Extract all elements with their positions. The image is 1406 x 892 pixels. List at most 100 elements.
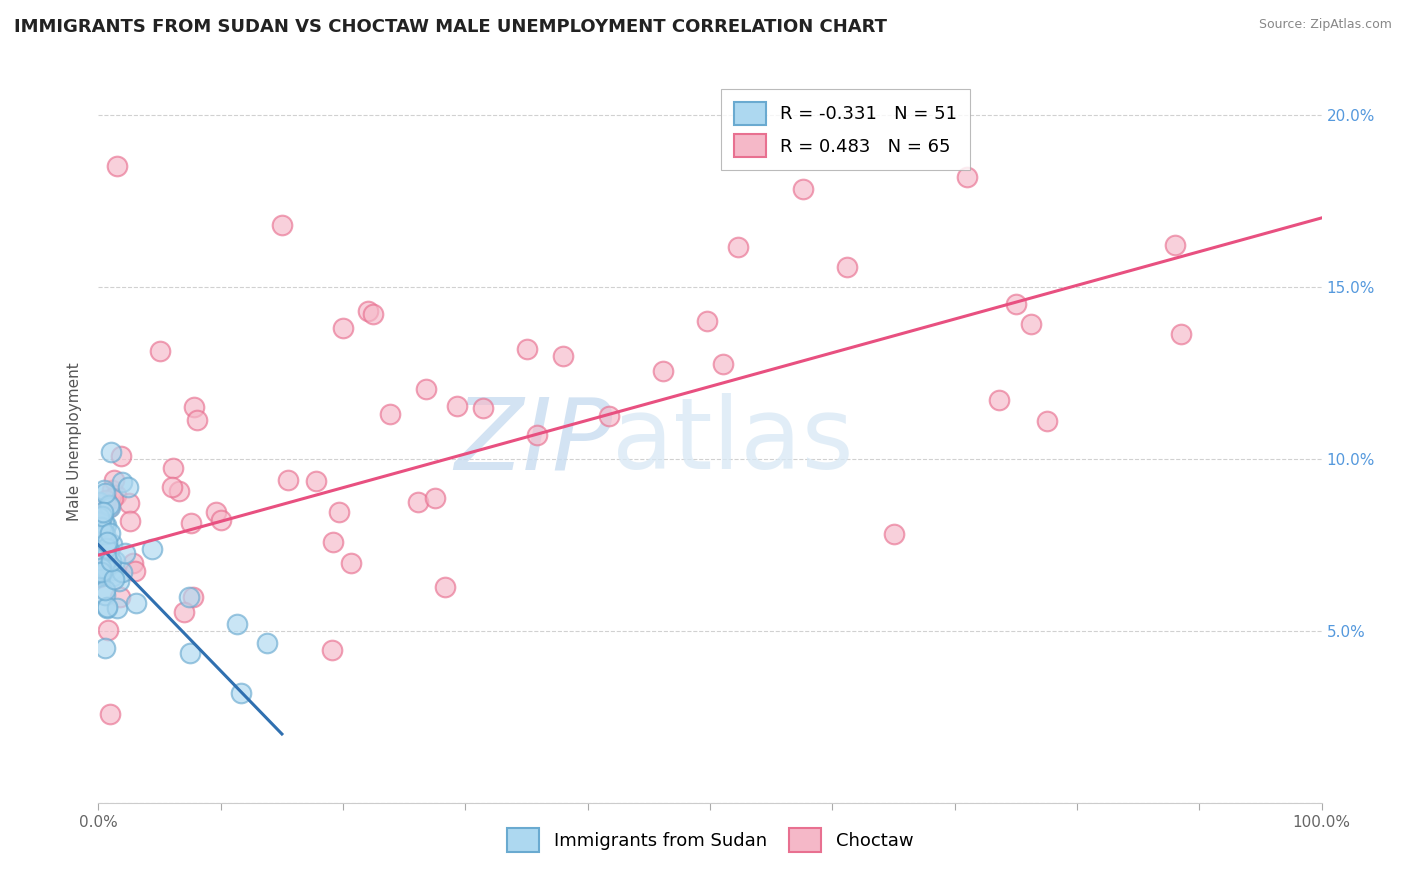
- Point: [111, 475, 134, 489]
- Point: [1170, 326, 1192, 341]
- Point: [87, 552, 110, 566]
- Point: [415, 383, 437, 397]
- Point: [883, 527, 905, 541]
- Point: [103, 569, 125, 583]
- Point: [89, 570, 111, 584]
- Point: [173, 605, 195, 619]
- Point: [103, 473, 125, 487]
- Text: atlas: atlas: [612, 393, 853, 490]
- Point: [553, 349, 575, 363]
- Point: [98, 500, 121, 514]
- Point: [89, 509, 111, 524]
- Point: [837, 260, 859, 274]
- Point: [108, 574, 131, 588]
- Point: [177, 590, 200, 604]
- Point: [96, 600, 118, 615]
- Point: [94, 588, 117, 602]
- Text: ZIP: ZIP: [454, 393, 612, 490]
- Point: [118, 514, 141, 528]
- Point: [356, 303, 378, 318]
- Point: [94, 541, 117, 556]
- Point: [98, 498, 121, 512]
- Point: [1004, 297, 1026, 311]
- Point: [105, 159, 128, 173]
- Point: [110, 449, 132, 463]
- Point: [87, 495, 110, 509]
- Point: [94, 527, 117, 541]
- Point: [98, 542, 121, 557]
- Point: [180, 516, 202, 531]
- Point: [205, 505, 228, 519]
- Point: [94, 641, 117, 656]
- Point: [90, 514, 112, 528]
- Point: [94, 493, 117, 508]
- Point: [122, 557, 145, 571]
- Point: [226, 616, 249, 631]
- Point: [103, 491, 125, 505]
- Point: [96, 601, 118, 615]
- Point: [1164, 238, 1187, 252]
- Point: [90, 508, 112, 523]
- Point: [93, 516, 115, 530]
- Point: [91, 505, 114, 519]
- Point: [321, 643, 343, 657]
- Point: [1019, 317, 1042, 331]
- Point: [105, 488, 128, 502]
- Point: [93, 534, 115, 549]
- Point: [90, 519, 112, 533]
- Point: [651, 364, 673, 378]
- Point: [186, 413, 208, 427]
- Point: [141, 542, 163, 557]
- Text: IMMIGRANTS FROM SUDAN VS CHOCTAW MALE UNEMPLOYMENT CORRELATION CHART: IMMIGRANTS FROM SUDAN VS CHOCTAW MALE UN…: [14, 18, 887, 36]
- Point: [406, 494, 429, 508]
- Y-axis label: Male Unemployment: Male Unemployment: [67, 362, 83, 521]
- Point: [96, 557, 118, 571]
- Point: [94, 582, 117, 597]
- Point: [328, 505, 350, 519]
- Point: [117, 480, 139, 494]
- Point: [90, 561, 112, 575]
- Text: Source: ZipAtlas.com: Source: ZipAtlas.com: [1258, 18, 1392, 31]
- Point: [160, 480, 183, 494]
- Point: [114, 546, 136, 560]
- Point: [270, 218, 294, 232]
- Point: [111, 565, 134, 579]
- Point: [98, 525, 121, 540]
- Point: [181, 590, 204, 604]
- Point: [98, 500, 121, 514]
- Point: [96, 562, 118, 576]
- Point: [101, 483, 124, 498]
- Point: [363, 307, 385, 321]
- Point: [956, 170, 979, 185]
- Legend: Immigrants from Sudan, Choctaw: Immigrants from Sudan, Choctaw: [499, 822, 921, 859]
- Point: [90, 567, 112, 582]
- Point: [94, 518, 117, 533]
- Point: [93, 486, 115, 500]
- Point: [433, 580, 456, 594]
- Point: [101, 537, 124, 551]
- Point: [339, 556, 361, 570]
- Point: [256, 636, 278, 650]
- Point: [988, 392, 1011, 407]
- Point: [516, 342, 538, 356]
- Point: [103, 554, 125, 568]
- Point: [598, 409, 620, 424]
- Point: [322, 535, 344, 549]
- Point: [162, 461, 184, 475]
- Point: [277, 473, 299, 487]
- Point: [101, 563, 124, 577]
- Point: [209, 513, 232, 527]
- Point: [91, 525, 114, 540]
- Point: [125, 596, 148, 610]
- Point: [149, 344, 172, 359]
- Point: [183, 401, 205, 415]
- Point: [90, 565, 112, 579]
- Point: [471, 401, 494, 416]
- Point: [98, 707, 121, 722]
- Point: [423, 491, 446, 505]
- Point: [304, 474, 326, 488]
- Point: [93, 483, 115, 497]
- Point: [167, 483, 190, 498]
- Point: [103, 572, 125, 586]
- Point: [526, 428, 548, 442]
